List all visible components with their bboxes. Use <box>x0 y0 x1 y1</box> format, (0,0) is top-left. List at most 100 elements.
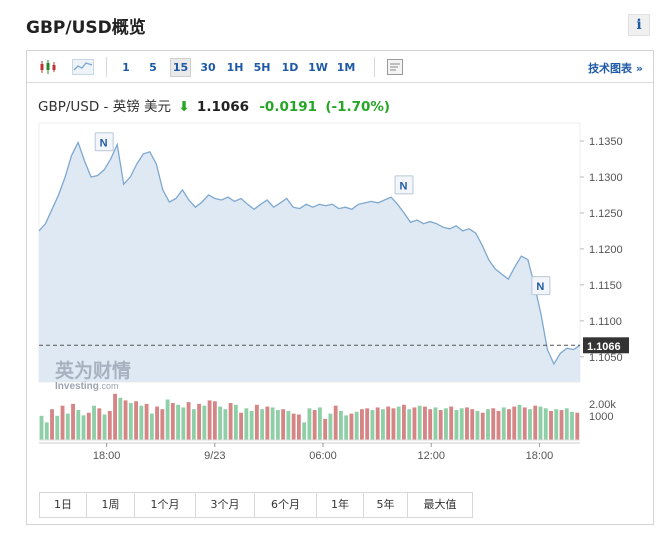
volume-bar <box>50 409 54 440</box>
current-price-tag <box>583 337 629 354</box>
volume-bar <box>496 410 501 440</box>
technical-chart-link[interactable]: 技术图表 » <box>588 62 643 75</box>
area-chart-icon[interactable] <box>72 57 94 77</box>
news-marker <box>94 132 114 152</box>
volume-bar <box>423 406 427 440</box>
news-marker-label: N <box>100 137 108 149</box>
volume-bar <box>197 403 202 440</box>
volume-bar <box>564 408 569 440</box>
volume-bar <box>212 401 217 440</box>
period-1d[interactable]: 1日 <box>40 493 87 517</box>
volume-bar <box>81 415 86 440</box>
volume-bar <box>491 408 496 440</box>
timeframe-5h[interactable]: 5H <box>253 61 271 74</box>
volume-bar <box>417 405 422 440</box>
news-marker <box>394 175 414 195</box>
volume-bar <box>244 408 249 440</box>
volume-bar <box>501 407 506 440</box>
price-change: -0.0191 <box>259 99 318 115</box>
price-line <box>38 140 581 366</box>
volume-bar <box>528 409 532 440</box>
volume-bar <box>438 410 443 440</box>
volume-bar <box>39 415 44 440</box>
volume-bar <box>465 407 469 440</box>
volume-bar <box>554 409 559 440</box>
volume-bar <box>123 400 128 440</box>
volume-bar <box>181 407 186 440</box>
volume-bar <box>218 406 223 440</box>
period-1m[interactable]: 1个月 <box>135 493 196 517</box>
timeframe-1m[interactable]: 1M <box>336 61 356 74</box>
watermark-brand-en: Investing <box>55 381 99 392</box>
volume-bar <box>307 408 312 440</box>
period-6m[interactable]: 6个月 <box>255 493 317 517</box>
volume-bar <box>165 399 170 440</box>
timeframe-1d[interactable]: 1D <box>281 61 299 74</box>
volume-bar <box>107 410 112 440</box>
quote-header: GBP/USD - 英镑 美元 ⬇ 1.1066 -0.0191 (-1.70%… <box>38 95 390 115</box>
timeframe-30[interactable]: 30 <box>200 61 216 74</box>
volume-bar <box>533 405 538 440</box>
period-selector: 1日 1周 1个月 3个月 6个月 1年 5年 最大值 <box>39 492 473 518</box>
period-1w[interactable]: 1周 <box>87 493 135 517</box>
period-5y[interactable]: 5年 <box>364 493 408 517</box>
volume-bar <box>386 406 391 440</box>
period-3m[interactable]: 3个月 <box>196 493 255 517</box>
volume-bar <box>480 412 485 440</box>
volume-bar <box>575 412 580 440</box>
volume-bar <box>160 409 165 440</box>
volume-bar <box>286 410 291 440</box>
page-title: GBP/USD概览 <box>26 18 146 38</box>
volume-bar <box>344 415 349 440</box>
volume-bar <box>265 406 270 440</box>
volume-bar <box>559 410 564 440</box>
volume-bar <box>71 403 75 440</box>
volume-bar <box>391 408 396 440</box>
y-tick-label: 1.1100 <box>589 316 622 328</box>
volume-bar <box>155 406 160 440</box>
timeframe-1[interactable]: 1 <box>122 61 130 74</box>
volume-bar <box>134 401 138 440</box>
volume-bar <box>349 413 354 440</box>
timeframe-15[interactable]: 15 <box>170 58 191 77</box>
watermark-brand-cn: 英为财情 <box>55 359 131 382</box>
volume-bar <box>191 409 196 440</box>
period-max[interactable]: 最大值 <box>423 498 457 511</box>
volume-bar <box>459 408 464 440</box>
volume-tick-label: 2.00k <box>589 399 616 411</box>
volume-bar <box>76 410 81 440</box>
last-price: 1.1066 <box>196 99 250 115</box>
volume-bar <box>549 410 553 440</box>
volume-bar <box>433 407 438 440</box>
candlestick-icon[interactable] <box>38 57 58 77</box>
chart-widget: 1 5 15 30 1H 5H 1D 1W 1M 技术图表 » GBP/USD … <box>26 50 654 525</box>
volume-bar <box>202 405 207 440</box>
x-tick-label: 18:00 <box>93 450 121 462</box>
volume-bar <box>381 409 385 440</box>
info-button[interactable]: i <box>628 14 650 36</box>
timeframe-5[interactable]: 5 <box>149 61 157 74</box>
volume-bar <box>281 409 286 440</box>
y-tick-label: 1.1350 <box>589 136 623 148</box>
volume-bar <box>86 412 91 440</box>
news-marker-label: N <box>400 180 408 192</box>
volume-bar <box>60 405 65 440</box>
price-chart[interactable]: 1.1350 1.1300 1.1250 1.1200 1.1150 1.1100 1.10… <box>27 51 653 483</box>
volume-bar <box>302 422 307 440</box>
volume-bar <box>486 409 490 440</box>
volume-bar <box>186 402 191 440</box>
volume-bar <box>97 408 102 440</box>
volume-bar <box>475 410 480 440</box>
period-1y[interactable]: 1年 <box>317 493 364 517</box>
timeframe-1h[interactable]: 1H <box>226 61 244 74</box>
volume-bar <box>239 412 244 440</box>
x-tick-label: 06:00 <box>309 450 337 462</box>
timeframe-1w[interactable]: 1W <box>308 61 328 74</box>
volume-bar <box>55 415 60 440</box>
volume-bar <box>454 410 459 440</box>
volume-bar <box>317 407 322 440</box>
x-tick-label: 9/23 <box>204 450 225 462</box>
volume-bar <box>507 409 511 440</box>
chart-settings-icon[interactable] <box>385 57 405 77</box>
volume-bar <box>223 409 228 440</box>
